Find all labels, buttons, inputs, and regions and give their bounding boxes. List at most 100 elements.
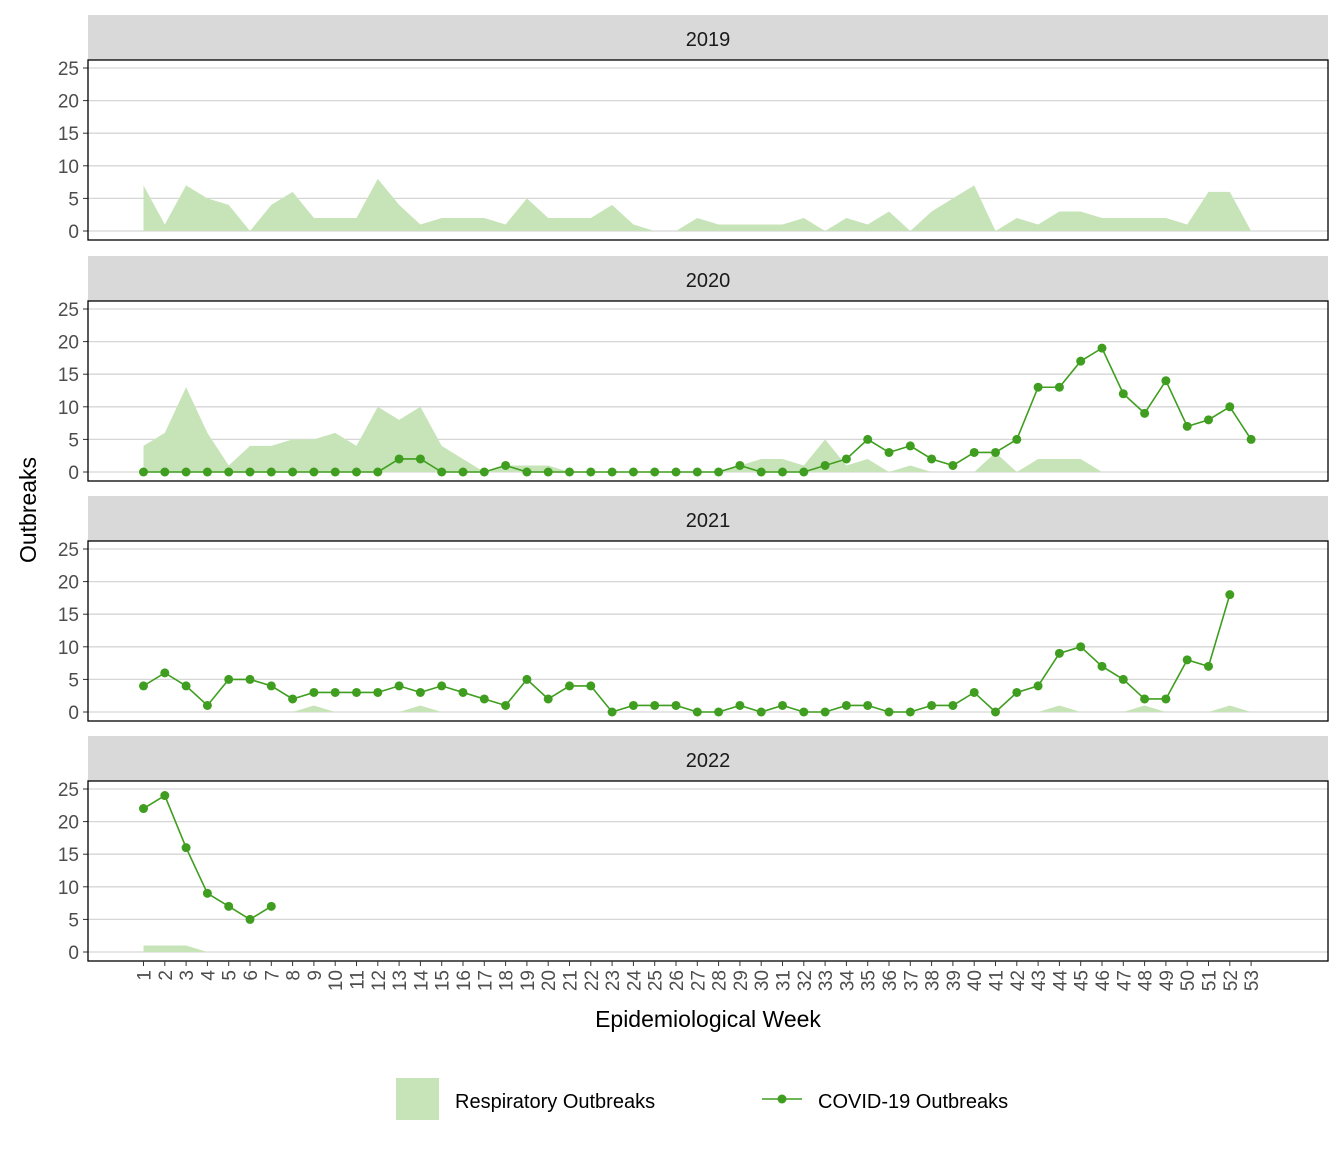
covid-point	[692, 467, 702, 477]
x-tick-label: 12	[369, 970, 390, 991]
covid-point	[969, 447, 979, 457]
x-tick-label: 37	[901, 970, 922, 991]
covid-line-2021	[143, 594, 1231, 714]
covid-point	[479, 694, 489, 704]
covid-point	[522, 467, 532, 477]
x-tick-label: 24	[624, 970, 645, 992]
covid-point	[927, 700, 937, 710]
y-tick-label: 10	[58, 398, 79, 419]
x-tick-label: 42	[1008, 970, 1029, 991]
y-tick-label: 5	[68, 430, 79, 451]
y-tick-label: 0	[68, 463, 79, 484]
covid-point	[650, 467, 660, 477]
covid-point	[181, 681, 191, 691]
covid-point	[863, 700, 873, 710]
y-tick-label: 15	[58, 365, 79, 386]
x-tick-label: 28	[710, 970, 731, 991]
covid-point	[799, 707, 809, 717]
panels-layer: 2019051015202520200510152025202105101520…	[58, 15, 1329, 964]
covid-point	[628, 467, 638, 477]
facet-strip	[88, 256, 1328, 301]
covid-point	[735, 700, 745, 710]
covid-point	[1054, 382, 1064, 392]
covid-point	[288, 467, 298, 477]
covid-point	[1118, 389, 1128, 399]
y-tick-label: 20	[58, 333, 79, 354]
y-tick-label: 15	[58, 605, 79, 626]
facet-strip	[88, 15, 1328, 60]
x-tick-label: 53	[1242, 970, 1263, 991]
covid-point	[266, 901, 276, 911]
y-tick-label: 10	[58, 638, 79, 659]
x-tick-label: 52	[1221, 970, 1242, 991]
covid-point	[139, 804, 148, 814]
covid-point	[863, 434, 873, 444]
panel-border	[87, 540, 1329, 722]
x-tick-label: 25	[646, 970, 667, 991]
x-axis-ticks: 1 2 3 4 5 6 7 8 9 10 11 12 13 14 15 16 17 18 19 20 21 22 23 24 2…	[135, 961, 1263, 992]
x-tick-label: 35	[859, 970, 880, 991]
y-tick-label: 25	[58, 59, 79, 80]
panel-2021: 2021 0 5 10 15 20 25	[58, 496, 1329, 724]
covid-point	[1097, 661, 1107, 671]
facet-title: 2021	[686, 510, 731, 532]
covid-point	[905, 441, 915, 451]
covid-point	[820, 707, 830, 717]
y-tick-label: 5	[68, 189, 79, 210]
covid-point	[991, 707, 1000, 717]
covid-point	[160, 791, 170, 801]
x-tick-label: 9	[305, 970, 326, 981]
y-tick-label: 15	[58, 124, 79, 145]
covid-point	[1140, 408, 1150, 418]
covid-point	[139, 467, 148, 477]
covid-point	[671, 467, 681, 477]
covid-point	[1204, 415, 1213, 425]
x-tick-label: 11	[348, 970, 369, 990]
x-tick-label: 10	[326, 970, 347, 991]
y-tick-label: 5	[68, 910, 79, 931]
covid-point	[1118, 674, 1128, 684]
covid-point	[330, 467, 340, 477]
covid-point	[415, 687, 425, 697]
y-tick-label: 0	[68, 222, 79, 243]
x-tick-label: 17	[475, 970, 496, 991]
covid-point	[160, 467, 170, 477]
covid-point	[905, 707, 915, 717]
y-tick-label: 20	[58, 92, 79, 113]
x-tick-label: 49	[1157, 970, 1178, 991]
x-tick-label: 44	[1050, 970, 1071, 992]
x-tick-label: 2	[156, 970, 177, 981]
facet-title: 2022	[686, 750, 731, 772]
y-tick-label: 25	[58, 780, 79, 801]
covid-point	[139, 681, 148, 691]
covid-point	[714, 707, 724, 717]
covid-point	[309, 467, 319, 477]
y-tick-label: 20	[58, 813, 79, 834]
covid-point	[1246, 434, 1256, 444]
covid-point	[628, 700, 638, 710]
covid-point	[373, 687, 383, 697]
covid-point	[948, 460, 958, 470]
x-tick-label: 8	[284, 970, 305, 981]
covid-point	[778, 467, 787, 477]
covid-point	[266, 467, 276, 477]
respiratory-area-2022	[143, 945, 272, 952]
covid-point	[884, 447, 894, 457]
covid-point	[245, 674, 255, 684]
covid-point	[394, 681, 404, 691]
covid-point	[437, 467, 447, 477]
x-tick-label: 43	[1029, 970, 1050, 991]
x-tick-label: 31	[774, 970, 795, 991]
covid-point	[1161, 376, 1171, 386]
panel-2022: 2022 0 5 10 15 20 25	[58, 736, 1329, 964]
covid-point	[543, 694, 553, 704]
covid-point	[1204, 661, 1213, 671]
covid-point	[1140, 694, 1150, 704]
covid-point	[948, 700, 958, 710]
respiratory-area-2021	[143, 705, 1252, 712]
covid-point	[522, 674, 532, 684]
y-tick-label: 0	[68, 703, 79, 724]
x-tick-label: 23	[603, 970, 624, 991]
covid-point	[1054, 648, 1064, 658]
